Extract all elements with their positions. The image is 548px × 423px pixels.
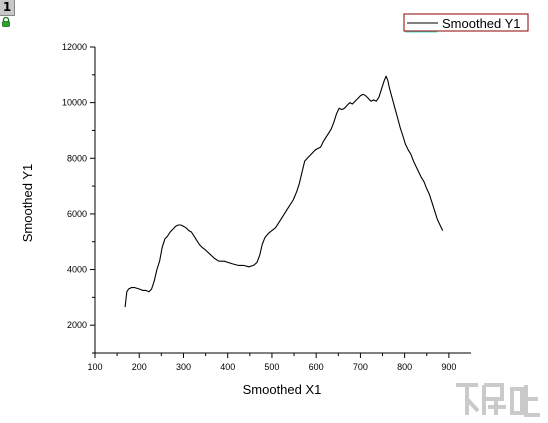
series-layer <box>124 75 444 308</box>
y-tick-label: 10000 <box>62 98 87 108</box>
legend-box <box>403 13 529 32</box>
y-axis-ticks: 2000 4000 6000 8000 10000 12000 <box>62 42 95 354</box>
series-line-0 <box>124 75 444 308</box>
plot-area: 100 200 300 400 500 600 700 800 900 2000 4000 6000… <box>62 42 471 372</box>
x-axis-ticks: 100 200 300 400 500 600 700 800 900 <box>87 353 456 372</box>
x-tick-label: 400 <box>220 362 235 372</box>
layer-number-badge[interactable]: 1 <box>0 0 15 16</box>
x-tick-label: 300 <box>176 362 191 372</box>
x-tick-label: 200 <box>132 362 147 372</box>
y-tick-label: 4000 <box>67 265 87 275</box>
x-tick-label: 500 <box>264 362 279 372</box>
legend[interactable]: Smoothed Y1 <box>403 13 529 33</box>
x-tick-label: 600 <box>309 362 324 372</box>
y-tick-label: 6000 <box>67 209 87 219</box>
x-tick-label: 100 <box>87 362 102 372</box>
legend-label: Smoothed Y1 <box>442 16 521 31</box>
logo-watermark <box>452 379 542 419</box>
x-tick-label: 700 <box>353 362 368 372</box>
x-tick-label: 900 <box>441 362 456 372</box>
y-axis-label: Smoothed Y1 <box>20 164 35 243</box>
lock-icon[interactable] <box>1 17 12 27</box>
x-axis-label: Smoothed X1 <box>243 382 322 397</box>
x-tick-label: 800 <box>397 362 412 372</box>
y-tick-label: 8000 <box>67 153 87 163</box>
y-tick-label: 12000 <box>62 42 87 52</box>
y-tick-label: 2000 <box>67 320 87 330</box>
